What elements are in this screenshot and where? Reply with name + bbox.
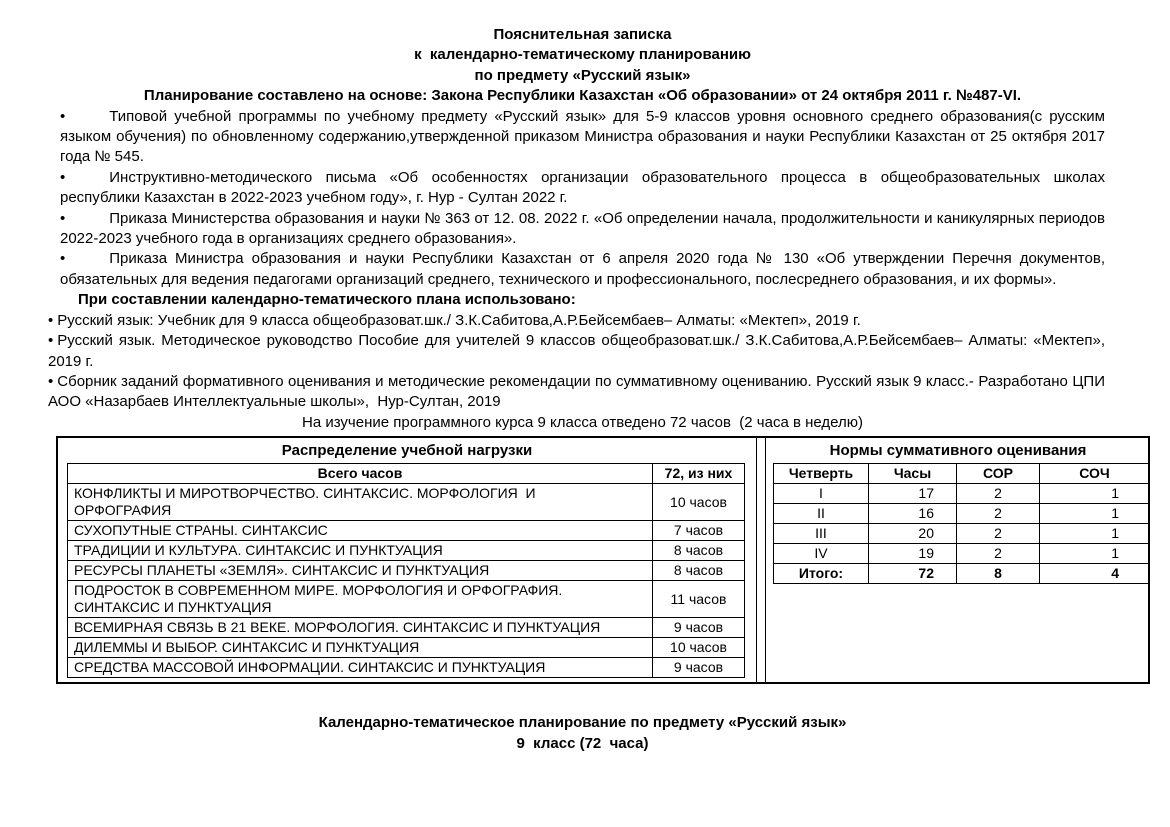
books-list: • Русский язык: Учебник для 9 класса обще… bbox=[48, 311, 1105, 413]
sor-cell: 2 bbox=[956, 503, 1040, 525]
bullet-marker: • bbox=[48, 332, 54, 350]
table-row: IV 19 2 1 bbox=[773, 543, 1150, 565]
doc-title-line-3: по предмету «Русский язык» bbox=[474, 66, 691, 84]
table-row: ТРАДИЦИИ И КУЛЬТУРА. СИНТАКСИС И ПУНКТУА… bbox=[67, 540, 745, 562]
book-text: Русский язык. Методическое руководство П… bbox=[48, 332, 1105, 370]
basis-bullet-list: • Типовой учебной программы по учебному п… bbox=[60, 107, 1105, 291]
footer-title-line-2: 9 класс (72 часа) bbox=[516, 735, 649, 753]
table-row: III 20 2 1 bbox=[773, 523, 1150, 545]
hours-cell: 9 часов bbox=[652, 657, 745, 679]
hours-cell: 9 часов bbox=[652, 617, 745, 639]
theme-cell: РЕСУРСЫ ПЛАНЕТЫ «ЗЕМЛЯ». СИНТАКСИС И ПУН… bbox=[67, 560, 653, 582]
basis-bullet-item: • Типовой учебной программы по учебному п… bbox=[60, 107, 1105, 168]
table-row: I 17 2 1 bbox=[773, 483, 1150, 505]
footer-title-line-1: Календарно-тематическое планирование по … bbox=[318, 714, 847, 732]
table-row: СРЕДСТВА МАССОВОЙ ИНФОРМАЦИИ. СИНТАКСИС … bbox=[67, 657, 745, 679]
table-row: СУХОПУТНЫЕ СТРАНЫ. СИНТАКСИС 7 часов bbox=[67, 520, 745, 542]
bullet-marker: • bbox=[48, 372, 54, 390]
theme-cell: СУХОПУТНЫЕ СТРАНЫ. СИНТАКСИС bbox=[67, 520, 653, 542]
sor-cell: 2 bbox=[956, 523, 1040, 545]
basis-bullet-text: Инструктивно-методического письма «Об ос… bbox=[60, 168, 1105, 207]
soch-cell: 1 bbox=[1039, 483, 1150, 505]
book-item: • Русский язык: Учебник для 9 класса обще… bbox=[48, 311, 1105, 331]
table-row: II 16 2 1 bbox=[773, 503, 1150, 525]
table-row: КОНФЛИКТЫ И МИРОТВОРЧЕСТВО. СИНТАКСИС. М… bbox=[67, 483, 745, 522]
basis-bullet-item: • Приказа Министра образования и науки Ре… bbox=[60, 249, 1105, 290]
hours-cell: 7 часов bbox=[652, 520, 745, 542]
total-sor: 8 bbox=[956, 563, 1040, 585]
load-table-title: Распределение учебной нагрузки bbox=[281, 442, 533, 460]
norms-header-row: Четверть Часы СОР СОЧ bbox=[773, 463, 1150, 485]
book-text: Сборник заданий формативного оценивания … bbox=[48, 372, 1105, 411]
summary-tables: Распределение учебной нагрузки Всего час… bbox=[56, 436, 1150, 685]
load-col-theme-header: Всего часов bbox=[67, 463, 653, 485]
hours-cell: 10 часов bbox=[652, 483, 745, 522]
summative-norms-section: Нормы суммативного оценивания Четверть Ч… bbox=[765, 438, 1150, 683]
hours-cell: 8 часов bbox=[652, 560, 745, 582]
bullet-marker: • bbox=[60, 209, 66, 227]
bullet-marker: • bbox=[48, 311, 54, 329]
basis-bullet-text: Приказа Министерства образования и науки… bbox=[60, 209, 1105, 248]
table-row: ВСЕМИРНАЯ СВЯЗЬ В 21 ВЕКЕ. МОРФОЛОГИЯ. С… bbox=[67, 617, 745, 639]
theme-cell: СРЕДСТВА МАССОВОЙ ИНФОРМАЦИИ. СИНТАКСИС … bbox=[67, 657, 653, 679]
book-item: • Русский язык. Методическое руководство … bbox=[48, 331, 1105, 372]
load-distribution-section: Распределение учебной нагрузки Всего час… bbox=[58, 438, 757, 683]
bullet-marker: • bbox=[60, 168, 66, 186]
course-hours-note: На изучение программного курса 9 класса … bbox=[302, 413, 863, 431]
theme-cell: ПОДРОСТОК В СОВРЕМЕННОМ МИРЕ. МОРФОЛОГИЯ… bbox=[67, 580, 653, 619]
quarter-cell: III bbox=[773, 523, 869, 545]
title-block: Пояснительная записка к календарно-темат… bbox=[60, 25, 1105, 107]
doc-basis-statement: Планирование составлено на основе: Закон… bbox=[143, 87, 1022, 105]
table-row: РЕСУРСЫ ПЛАНЕТЫ «ЗЕМЛЯ». СИНТАКСИС И ПУН… bbox=[67, 560, 745, 582]
soch-cell: 1 bbox=[1039, 543, 1150, 565]
hours-cell: 16 bbox=[868, 503, 957, 525]
usage-heading: При составлении календарно-тематического… bbox=[78, 291, 576, 309]
theme-cell: ДИЛЕММЫ И ВЫБОР. СИНТАКСИС И ПУНКТУАЦИЯ bbox=[67, 637, 653, 659]
sor-cell: 2 bbox=[956, 543, 1040, 565]
soch-header: СОЧ bbox=[1039, 463, 1150, 485]
quarter-cell: I bbox=[773, 483, 869, 505]
book-text: Русский язык: Учебник для 9 класса общео… bbox=[57, 311, 861, 329]
total-hours: 72 bbox=[868, 563, 957, 585]
theme-cell: КОНФЛИКТЫ И МИРОТВОРЧЕСТВО. СИНТАКСИС. М… bbox=[67, 483, 653, 522]
basis-bullet-text: Типовой учебной программы по учебному пр… bbox=[60, 107, 1105, 166]
summary-tables-frame: Распределение учебной нагрузки Всего час… bbox=[56, 436, 1150, 685]
sor-cell: 2 bbox=[956, 483, 1040, 505]
doc-title-line-1: Пояснительная записка bbox=[493, 26, 672, 43]
totals-row: Итого: 72 8 4 bbox=[773, 563, 1150, 585]
table-row: ДИЛЕММЫ И ВЫБОР. СИНТАКСИС И ПУНКТУАЦИЯ 1… bbox=[67, 637, 745, 659]
sor-header: СОР bbox=[956, 463, 1040, 485]
doc-title-line-2: к календарно-тематическому планированию bbox=[414, 46, 751, 64]
hours-header: Часы bbox=[868, 463, 957, 485]
hours-cell: 11 часов bbox=[652, 580, 745, 619]
hours-cell: 17 bbox=[868, 483, 957, 505]
basis-bullet-text: Приказа Министра образования и науки Рес… bbox=[60, 250, 1105, 288]
hours-cell: 8 часов bbox=[652, 540, 745, 562]
theme-cell: ВСЕМИРНАЯ СВЯЗЬ В 21 ВЕКЕ. МОРФОЛОГИЯ. С… bbox=[67, 617, 653, 639]
basis-bullet-item: • Инструктивно-методического письма «Об о… bbox=[60, 168, 1105, 209]
hours-cell: 19 bbox=[868, 543, 957, 565]
hours-cell: 10 часов bbox=[652, 637, 745, 659]
load-header-row: Всего часов 72, из них bbox=[67, 463, 745, 485]
footer-title-block: Календарно-тематическое планирование по … bbox=[60, 712, 1105, 754]
book-item: • Сборник заданий формативного оценивания… bbox=[48, 372, 1105, 413]
quarter-cell: IV bbox=[773, 543, 869, 565]
norms-table: Четверть Часы СОР СОЧ I 17 2 1 II 16 2 1 III 20… bbox=[773, 463, 1150, 585]
norms-table-title: Нормы суммативного оценивания bbox=[829, 442, 1087, 460]
table-row: ПОДРОСТОК В СОВРЕМЕННОМ МИРЕ. МОРФОЛОГИЯ… bbox=[67, 580, 745, 619]
quarter-cell: II bbox=[773, 503, 869, 525]
soch-cell: 1 bbox=[1039, 523, 1150, 545]
soch-cell: 1 bbox=[1039, 503, 1150, 525]
total-soch: 4 bbox=[1039, 563, 1150, 585]
load-table: Всего часов 72, из них КОНФЛИКТЫ И МИРОТ… bbox=[67, 463, 745, 679]
bullet-marker: • bbox=[60, 107, 66, 125]
document-page: Пояснительная записка к календарно-темат… bbox=[48, 25, 1150, 754]
bullet-marker: • bbox=[60, 250, 66, 268]
hours-cell: 20 bbox=[868, 523, 957, 545]
quarter-header: Четверть bbox=[773, 463, 869, 485]
theme-cell: ТРАДИЦИИ И КУЛЬТУРА. СИНТАКСИС И ПУНКТУА… bbox=[67, 540, 653, 562]
basis-bullet-item: • Приказа Министерства образования и наук… bbox=[60, 209, 1105, 250]
total-label: Итого: bbox=[773, 563, 869, 585]
load-col-hours-header: 72, из них bbox=[652, 463, 745, 485]
